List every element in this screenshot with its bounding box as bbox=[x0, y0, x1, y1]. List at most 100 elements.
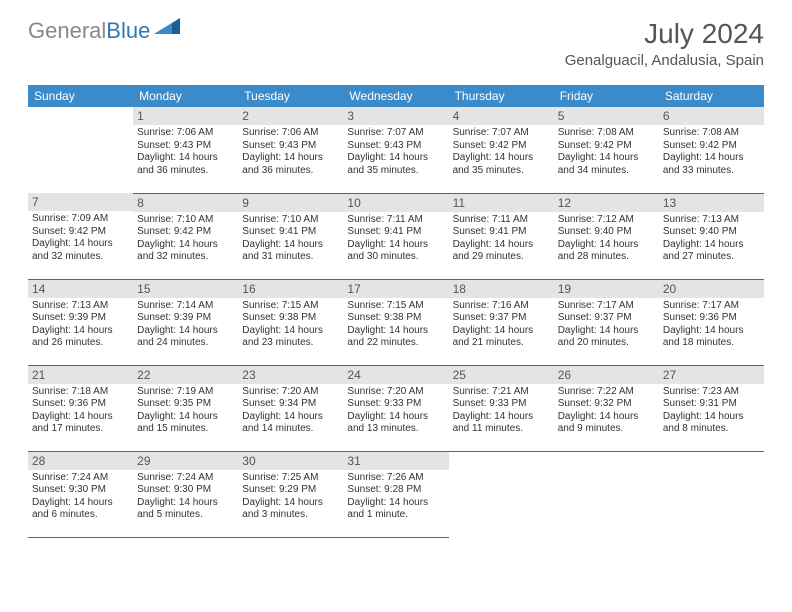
cell-line: and 32 minutes. bbox=[137, 251, 234, 264]
cell-line: and 30 minutes. bbox=[347, 251, 444, 264]
cell-line: Sunrise: 7:13 AM bbox=[32, 300, 129, 313]
day-number: 30 bbox=[238, 452, 343, 470]
cell-line: and 31 minutes. bbox=[242, 251, 339, 264]
calendar-cell bbox=[449, 451, 554, 537]
cell-line: and 1 minute. bbox=[347, 509, 444, 522]
calendar-cell: 22Sunrise: 7:19 AMSunset: 9:35 PMDayligh… bbox=[133, 365, 238, 451]
cell-line: Daylight: 14 hours bbox=[558, 239, 655, 252]
cell-line: Daylight: 14 hours bbox=[558, 411, 655, 424]
cell-line: Sunset: 9:28 PM bbox=[347, 484, 444, 497]
cell-line: Daylight: 14 hours bbox=[663, 325, 760, 338]
day-number: 22 bbox=[133, 366, 238, 384]
calendar-cell: 27Sunrise: 7:23 AMSunset: 9:31 PMDayligh… bbox=[659, 365, 764, 451]
calendar-cell: 26Sunrise: 7:22 AMSunset: 9:32 PMDayligh… bbox=[554, 365, 659, 451]
cell-line: Sunrise: 7:15 AM bbox=[242, 300, 339, 313]
cell-line: and 36 minutes. bbox=[242, 165, 339, 178]
calendar-cell: 1Sunrise: 7:06 AMSunset: 9:43 PMDaylight… bbox=[133, 107, 238, 193]
weekday-row: SundayMondayTuesdayWednesdayThursdayFrid… bbox=[28, 85, 764, 107]
calendar-cell: 21Sunrise: 7:18 AMSunset: 9:36 PMDayligh… bbox=[28, 365, 133, 451]
cell-line: Sunrise: 7:06 AM bbox=[242, 127, 339, 140]
calendar-cell: 6Sunrise: 7:08 AMSunset: 9:42 PMDaylight… bbox=[659, 107, 764, 193]
calendar-cell: 7 Sunrise: 7:09 AMSunset: 9:42 PMDaylight… bbox=[28, 193, 133, 279]
cell-line: Sunrise: 7:12 AM bbox=[558, 214, 655, 227]
cell-line: Daylight: 14 hours bbox=[242, 497, 339, 510]
cell-line: Sunrise: 7:24 AM bbox=[32, 472, 129, 485]
day-number: 13 bbox=[659, 194, 764, 212]
calendar-cell: 31Sunrise: 7:26 AMSunset: 9:28 PMDayligh… bbox=[343, 451, 448, 537]
cell-line: Sunrise: 7:20 AM bbox=[347, 386, 444, 399]
weekday-header: Monday bbox=[133, 85, 238, 107]
cell-line: Sunrise: 7:08 AM bbox=[663, 127, 760, 140]
day-number: 9 bbox=[238, 194, 343, 212]
cell-line: Sunrise: 7:24 AM bbox=[137, 472, 234, 485]
cell-line: Sunset: 9:38 PM bbox=[347, 312, 444, 325]
cell-line: and 32 minutes. bbox=[32, 251, 129, 264]
cell-line: Daylight: 14 hours bbox=[137, 239, 234, 252]
calendar-cell: 9Sunrise: 7:10 AMSunset: 9:41 PMDaylight… bbox=[238, 193, 343, 279]
cell-line: Sunset: 9:43 PM bbox=[137, 140, 234, 153]
calendar-cell: 17Sunrise: 7:15 AMSunset: 9:38 PMDayligh… bbox=[343, 279, 448, 365]
cell-line: Daylight: 14 hours bbox=[32, 238, 129, 251]
calendar-cell: 5Sunrise: 7:08 AMSunset: 9:42 PMDaylight… bbox=[554, 107, 659, 193]
day-number: 24 bbox=[343, 366, 448, 384]
cell-line: and 17 minutes. bbox=[32, 423, 129, 436]
cell-line: Daylight: 14 hours bbox=[347, 152, 444, 165]
cell-line: Sunrise: 7:19 AM bbox=[137, 386, 234, 399]
cell-line: Sunrise: 7:06 AM bbox=[137, 127, 234, 140]
cell-line: Sunset: 9:41 PM bbox=[242, 226, 339, 239]
day-number: 27 bbox=[659, 366, 764, 384]
calendar-cell: 10Sunrise: 7:11 AMSunset: 9:41 PMDayligh… bbox=[343, 193, 448, 279]
day-number: 3 bbox=[343, 107, 448, 125]
cell-line: Daylight: 14 hours bbox=[242, 152, 339, 165]
day-number: 7 bbox=[28, 193, 133, 211]
calendar-cell: 3Sunrise: 7:07 AMSunset: 9:43 PMDaylight… bbox=[343, 107, 448, 193]
cell-line: Sunrise: 7:22 AM bbox=[558, 386, 655, 399]
weekday-header: Thursday bbox=[449, 85, 554, 107]
calendar-cell: 25Sunrise: 7:21 AMSunset: 9:33 PMDayligh… bbox=[449, 365, 554, 451]
calendar-cell bbox=[28, 107, 133, 193]
cell-line: and 28 minutes. bbox=[558, 251, 655, 264]
cell-line: Daylight: 14 hours bbox=[347, 239, 444, 252]
cell-line: Daylight: 14 hours bbox=[137, 325, 234, 338]
cell-line: Sunset: 9:41 PM bbox=[347, 226, 444, 239]
cell-line: Daylight: 14 hours bbox=[558, 325, 655, 338]
cell-line: Daylight: 14 hours bbox=[453, 152, 550, 165]
cell-line: and 22 minutes. bbox=[347, 337, 444, 350]
calendar-cell: 12Sunrise: 7:12 AMSunset: 9:40 PMDayligh… bbox=[554, 193, 659, 279]
day-number: 16 bbox=[238, 280, 343, 298]
cell-line: Sunset: 9:42 PM bbox=[558, 140, 655, 153]
logo: GeneralBlue bbox=[28, 18, 180, 44]
calendar-cell: 16Sunrise: 7:15 AMSunset: 9:38 PMDayligh… bbox=[238, 279, 343, 365]
day-number: 19 bbox=[554, 280, 659, 298]
day-number: 18 bbox=[449, 280, 554, 298]
day-number: 28 bbox=[28, 452, 133, 470]
cell-line: Sunset: 9:41 PM bbox=[453, 226, 550, 239]
cell-line: Daylight: 14 hours bbox=[32, 497, 129, 510]
cell-line: Sunset: 9:40 PM bbox=[558, 226, 655, 239]
cell-line: Daylight: 14 hours bbox=[347, 411, 444, 424]
calendar-cell: 13Sunrise: 7:13 AMSunset: 9:40 PMDayligh… bbox=[659, 193, 764, 279]
triangle-icon bbox=[154, 18, 180, 39]
cell-line: Daylight: 14 hours bbox=[558, 152, 655, 165]
cell-line: Sunrise: 7:09 AM bbox=[32, 213, 129, 226]
cell-line: Sunset: 9:29 PM bbox=[242, 484, 339, 497]
cell-line: Sunset: 9:32 PM bbox=[558, 398, 655, 411]
calendar-table: SundayMondayTuesdayWednesdayThursdayFrid… bbox=[28, 85, 764, 538]
calendar-row: 21Sunrise: 7:18 AMSunset: 9:36 PMDayligh… bbox=[28, 365, 764, 451]
day-number: 20 bbox=[659, 280, 764, 298]
calendar-cell: 23Sunrise: 7:20 AMSunset: 9:34 PMDayligh… bbox=[238, 365, 343, 451]
day-number: 1 bbox=[133, 107, 238, 125]
cell-line: Daylight: 14 hours bbox=[663, 152, 760, 165]
cell-line: and 20 minutes. bbox=[558, 337, 655, 350]
day-number: 8 bbox=[133, 194, 238, 212]
cell-line: Sunset: 9:30 PM bbox=[32, 484, 129, 497]
cell-line: Sunset: 9:42 PM bbox=[663, 140, 760, 153]
day-number: 23 bbox=[238, 366, 343, 384]
month-title: July 2024 bbox=[565, 18, 764, 50]
day-number: 4 bbox=[449, 107, 554, 125]
cell-line: Sunset: 9:42 PM bbox=[32, 226, 129, 239]
cell-line: Sunset: 9:31 PM bbox=[663, 398, 760, 411]
cell-line: Sunset: 9:37 PM bbox=[558, 312, 655, 325]
cell-line: Sunset: 9:38 PM bbox=[242, 312, 339, 325]
weekday-header: Saturday bbox=[659, 85, 764, 107]
